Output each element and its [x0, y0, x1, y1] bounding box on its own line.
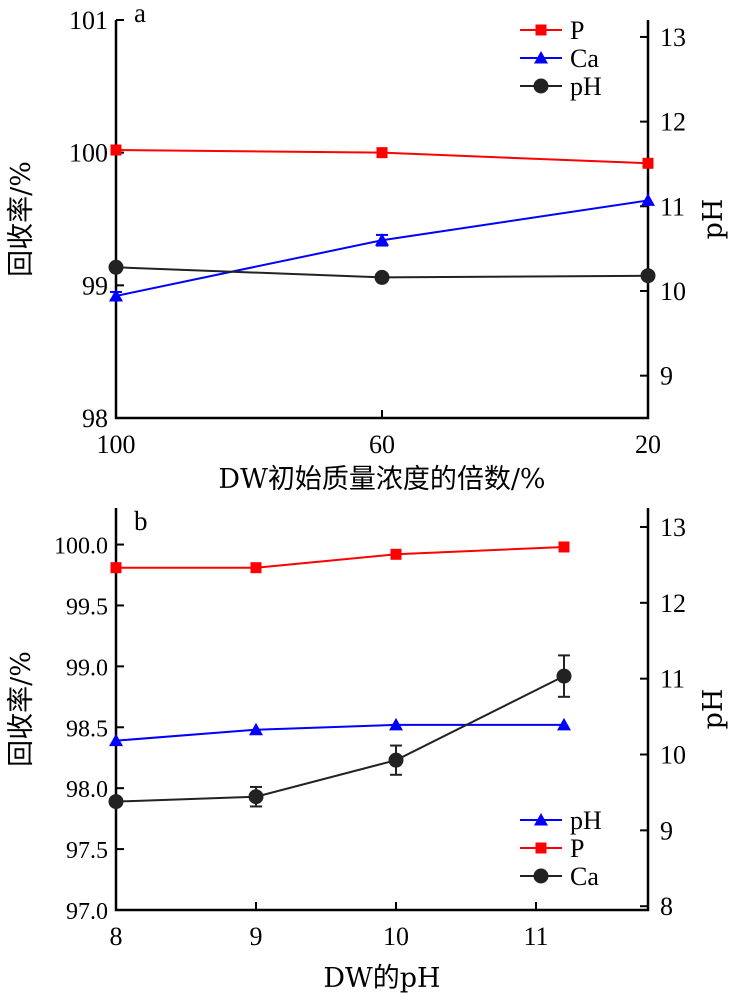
legend-marker-p [535, 24, 547, 36]
data-point-p [110, 562, 122, 574]
legend-marker-ca [533, 868, 549, 884]
panel-b: 8 9 10 11 97.0 97.5 98.0 98.5 99.0 99.5 100.0 8 9 10 1… [6, 506, 729, 994]
data-point-ca [641, 193, 655, 206]
x-tick-label: 10 [383, 922, 409, 951]
y2-tick-label: 11 [660, 665, 685, 694]
legend-label-ph: pH [570, 72, 602, 101]
data-point-ca [388, 752, 404, 768]
data-point-ph [557, 717, 571, 731]
y2-axis-title: pH [698, 689, 729, 730]
x-axis-title: DW的pH [323, 963, 440, 994]
data-point-ca [556, 668, 572, 684]
data-point-ph [374, 269, 390, 285]
data-point-ph [108, 259, 124, 275]
data-point-p [642, 157, 654, 169]
series-line-p [116, 545, 565, 569]
y-axis-title: 回收率/% [6, 161, 37, 277]
x-tick-label: 8 [110, 922, 123, 951]
data-point-ph [389, 717, 403, 731]
data-point-ca [248, 789, 264, 805]
plot-frame [114, 508, 650, 912]
legend-marker-ca [534, 51, 548, 64]
panel-a: 100 60 20 98 99 100 101 9 10 11 12 13 DW初始质量浓度的倍数/% 回… [6, 0, 729, 495]
data-point-ph [249, 722, 263, 736]
x-tick-label: 11 [523, 922, 548, 951]
y2-tick-label: 10 [660, 741, 686, 770]
y2-tick-label: 11 [660, 192, 685, 221]
data-point-ph [640, 268, 656, 284]
legend-label-p: P [570, 834, 584, 863]
y2-axis-title: pH [698, 199, 729, 240]
x-axis-title: DW初始质量浓度的倍数/% [218, 464, 545, 495]
y-tick-label: 101 [69, 6, 108, 35]
data-point-ph [109, 733, 123, 747]
y2-tick-label: 13 [660, 513, 686, 542]
data-point-p [110, 144, 122, 156]
y-tick-label: 97.0 [66, 899, 108, 925]
legend-marker-ph [534, 813, 548, 826]
data-point-p [376, 147, 388, 159]
y2-tick-label: 9 [660, 362, 673, 391]
data-point-p [558, 541, 570, 553]
x-tick-label: 20 [635, 430, 661, 459]
legend-label-ca: Ca [570, 44, 599, 73]
panel-label: a [134, 0, 146, 28]
y-tick-label: 99 [82, 271, 108, 300]
panel-label: b [134, 506, 148, 536]
x-tick-label: 100 [97, 430, 136, 459]
y-tick-label: 98 [82, 404, 108, 433]
y-tick-label: 97.5 [66, 838, 108, 864]
y2-tick-label: 9 [660, 816, 673, 845]
data-point-ca [375, 233, 389, 246]
data-point-ca [109, 288, 123, 302]
y-tick-label: 98.0 [66, 777, 108, 803]
legend-marker-ph [533, 78, 549, 94]
legend-marker-p [535, 842, 547, 854]
y-tick-label: 99.0 [66, 655, 108, 681]
series-line-ca [115, 675, 565, 803]
legend-label-ca: Ca [570, 862, 599, 891]
y2-tick-label: 12 [660, 589, 686, 618]
x-tick-label: 9 [250, 922, 263, 951]
legend-label-p: P [570, 16, 584, 45]
series-line-ph [115, 723, 564, 742]
y2-tick-label: 12 [660, 108, 686, 137]
legend-label-ph: pH [570, 806, 602, 835]
data-point-ca [108, 794, 124, 810]
y-tick-label: 100.0 [54, 534, 108, 560]
y2-tick-label: 13 [660, 23, 686, 52]
y-tick-label: 99.5 [66, 594, 108, 620]
data-point-p [250, 562, 262, 574]
data-point-p [390, 548, 402, 560]
y2-tick-label: 8 [660, 892, 673, 921]
y-tick-label: 98.5 [66, 716, 108, 742]
plot-frame [114, 20, 650, 420]
x-tick-label: 60 [369, 430, 395, 459]
y-tick-label: 100 [69, 139, 108, 168]
y-axis-title: 回收率/% [6, 651, 37, 767]
y2-tick-label: 10 [660, 277, 686, 306]
